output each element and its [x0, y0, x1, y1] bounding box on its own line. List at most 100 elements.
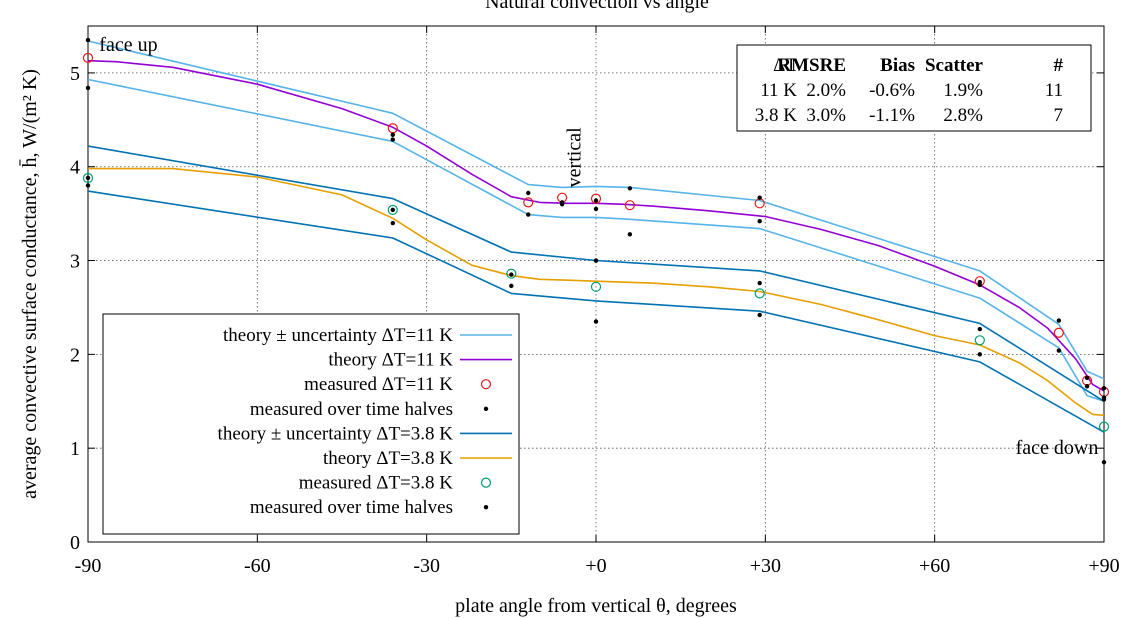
annotation-label: vertical — [564, 127, 586, 187]
annotations: face up vertical face down — [99, 34, 1098, 459]
data-point-dot — [1084, 375, 1090, 381]
stats-cell: 3.8 K — [755, 105, 798, 126]
data-point-circle — [82, 172, 94, 184]
x-tick-label: -90 — [75, 555, 102, 577]
stats-header: Scatter — [925, 55, 984, 76]
data-point-dot — [593, 258, 599, 263]
legend: theory ± uncertainty ΔT=11 K theory ΔT=11… — [102, 313, 520, 535]
data-point-dot — [85, 183, 91, 188]
x-tick-label: +0 — [585, 555, 606, 577]
legend-swatch-dot — [483, 406, 489, 411]
data-point-circle — [506, 268, 517, 279]
data-point-dot — [390, 207, 395, 213]
stats-cell: -1.1% — [869, 105, 915, 126]
chart-title: Natural convection vs angle — [485, 0, 709, 13]
data-point-circle — [387, 204, 398, 215]
data-point-dot — [1084, 384, 1090, 389]
x-tick-label: -30 — [413, 555, 440, 577]
x-tick-label: +60 — [919, 555, 950, 577]
data-point-dot — [509, 283, 514, 289]
data-point-dot — [390, 220, 395, 226]
data-point-circle — [590, 193, 602, 204]
series-line-line-e69f00 — [88, 167, 1105, 417]
data-point-dot — [757, 280, 762, 286]
stats-cell: 2.0% — [806, 80, 846, 101]
data-point-dot — [390, 137, 395, 142]
data-point-dot — [390, 132, 395, 138]
data-point-circle — [82, 52, 94, 63]
stats-cell: 1.9% — [943, 80, 983, 101]
legend-label: measured ΔT=3.8 K — [299, 473, 454, 494]
legend-swatch-dot — [483, 505, 489, 510]
data-point-circle — [523, 197, 534, 208]
y-tick-label: 5 — [70, 63, 80, 85]
legend-frame — [102, 313, 520, 535]
stats-header: # — [1054, 55, 1064, 76]
y-tick-label: 2 — [70, 344, 80, 366]
data-point-dot — [1101, 397, 1107, 402]
x-tick-label: +90 — [1088, 555, 1119, 577]
data-point-dot — [977, 352, 983, 357]
stats-cell: 11 K — [760, 80, 797, 101]
stats-cell: 2.8% — [943, 105, 983, 126]
data-point-dot — [526, 212, 531, 217]
data-point-dot — [85, 175, 91, 181]
y-tick-label: 3 — [70, 251, 80, 273]
stats-cell: 7 — [1054, 105, 1064, 126]
x-tick-label: +30 — [750, 555, 781, 577]
legend-label: theory ± uncertainty ΔT=11 K — [223, 325, 453, 346]
annotation-label: face up — [99, 34, 157, 56]
data-point-circle — [590, 281, 602, 292]
y-tick-label: 4 — [70, 157, 80, 179]
axis-ticks: -90 -60 -30 +0 +30 +60 +90 0 1 2 3 4 5 — [70, 26, 1120, 577]
stats-table-frame — [736, 44, 1092, 132]
legend-label: measured over time halves — [250, 399, 453, 420]
legend-label: theory ΔT=11 K — [328, 350, 453, 371]
data-point-dot — [627, 232, 633, 237]
x-tick-label: -60 — [244, 555, 271, 577]
legend-label: measured ΔT=11 K — [304, 374, 453, 395]
data-point-dot — [977, 282, 983, 288]
data-point-dot — [85, 85, 91, 91]
legend-label: theory ΔT=3.8 K — [323, 448, 453, 469]
data-point-circle — [624, 200, 635, 211]
stats-header: ΔT — [773, 55, 797, 76]
data-point-circle — [754, 288, 765, 299]
stats-cell: 3.0% — [806, 105, 846, 126]
annotation-label: face down — [1016, 437, 1099, 459]
data-point-dot — [627, 186, 633, 191]
data-point-dot — [85, 37, 91, 43]
data-point-dot — [1101, 385, 1107, 391]
data-point-dot — [1056, 318, 1062, 323]
data-point-dot — [757, 312, 762, 318]
series-line-line-56b4e9 — [87, 78, 1105, 403]
y-tick-label: 0 — [70, 532, 80, 554]
series-line-line-0072b2 — [87, 190, 1105, 433]
data-point-dot — [526, 190, 531, 196]
stats-header: RMSRE — [777, 55, 846, 76]
series-layer — [82, 37, 1110, 465]
data-point-dot — [593, 198, 599, 203]
y-axis-title: average convective surface conductance, … — [19, 69, 41, 499]
data-point-dot — [1056, 348, 1062, 353]
stats-header: Bias — [880, 55, 915, 76]
stats-cell: -0.6% — [869, 80, 915, 101]
data-point-dot — [509, 272, 514, 277]
data-point-dot — [593, 206, 599, 212]
legend-label: measured over time halves — [250, 497, 453, 518]
legend-label: theory ± uncertainty ΔT=3.8 K — [218, 423, 454, 444]
legend-swatch-circle — [480, 379, 492, 390]
data-point-dot — [559, 200, 565, 205]
data-point-circle — [974, 335, 985, 346]
data-point-dot — [1101, 460, 1107, 465]
series-line-line-9400d3 — [87, 59, 1105, 392]
data-point-dot — [757, 218, 762, 224]
data-point-dot — [977, 326, 983, 332]
data-point-circle — [1053, 327, 1064, 338]
x-axis-title: plate angle from vertical θ, degrees — [455, 595, 737, 617]
stats-cell: 11 — [1045, 80, 1063, 101]
y-tick-label: 1 — [70, 438, 80, 460]
data-point-circle — [1098, 421, 1110, 432]
